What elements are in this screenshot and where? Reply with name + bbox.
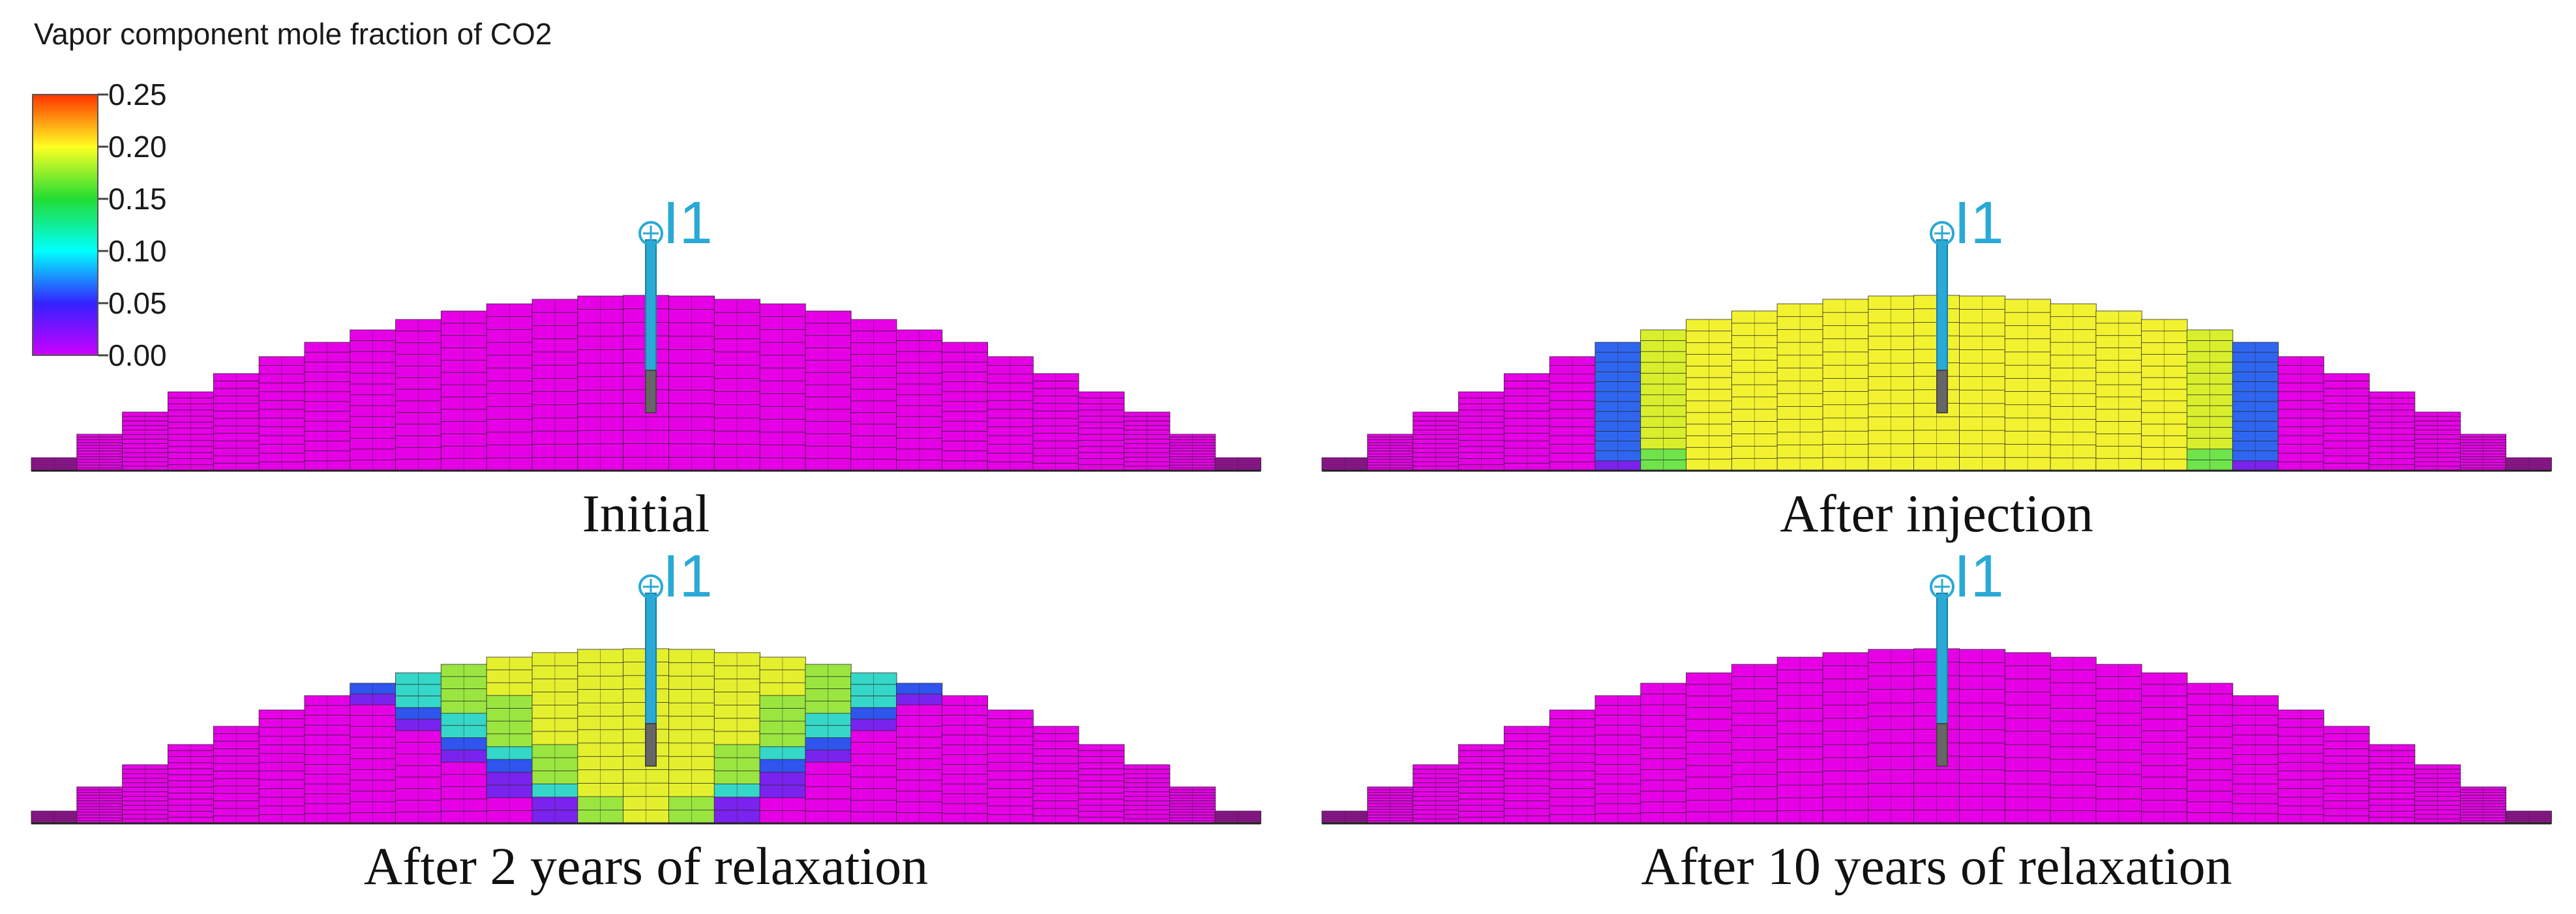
well-tube xyxy=(645,593,657,724)
colorbar-tick-label: 0.20 xyxy=(108,130,167,164)
colorbar-tick-label: 0.15 xyxy=(108,182,167,216)
colorbar-tick-label: 0.25 xyxy=(108,78,167,111)
well-tube xyxy=(1936,593,1948,724)
well-label: I1 xyxy=(663,190,713,256)
well-label: I1 xyxy=(663,543,713,610)
colorbar-ticks: 0.25 0.20 0.15 0.10 0.05 0.00 xyxy=(98,78,167,372)
wellhead-icon xyxy=(638,221,663,246)
panel: I1 Initial xyxy=(31,190,1261,543)
colorbar-tick-label: 0.00 xyxy=(108,338,167,372)
well-perforation xyxy=(645,723,657,767)
panel: I1 After injection xyxy=(1321,190,2552,543)
well-tube xyxy=(645,239,657,371)
well-tube xyxy=(1936,239,1948,371)
well-label: I1 xyxy=(1954,190,2004,256)
wellhead-icon xyxy=(1930,574,1954,599)
panel: I1 After 10 years of relaxation xyxy=(1321,543,2552,896)
well-perforation xyxy=(645,370,657,413)
legend-title: Vapor component mole fraction of CO2 xyxy=(34,17,552,51)
panel-caption: Initial xyxy=(582,484,710,543)
colorbar xyxy=(32,94,98,356)
panel: I1 After 2 years of relaxation xyxy=(31,543,1261,896)
wellhead-icon xyxy=(638,574,663,599)
well-perforation xyxy=(1936,723,1948,767)
panel-caption: After 2 years of relaxation xyxy=(364,836,928,896)
panel-caption: After 10 years of relaxation xyxy=(1641,836,2232,896)
panel-caption: After injection xyxy=(1780,484,2093,543)
well-label: I1 xyxy=(1954,543,2004,610)
colorbar-tick-label: 0.05 xyxy=(108,286,167,320)
legend: Vapor component mole fraction of CO2 0.2… xyxy=(32,17,552,372)
colorbar-tick-label: 0.10 xyxy=(108,234,167,268)
wellhead-icon xyxy=(1930,221,1954,246)
well-perforation xyxy=(1936,370,1948,413)
